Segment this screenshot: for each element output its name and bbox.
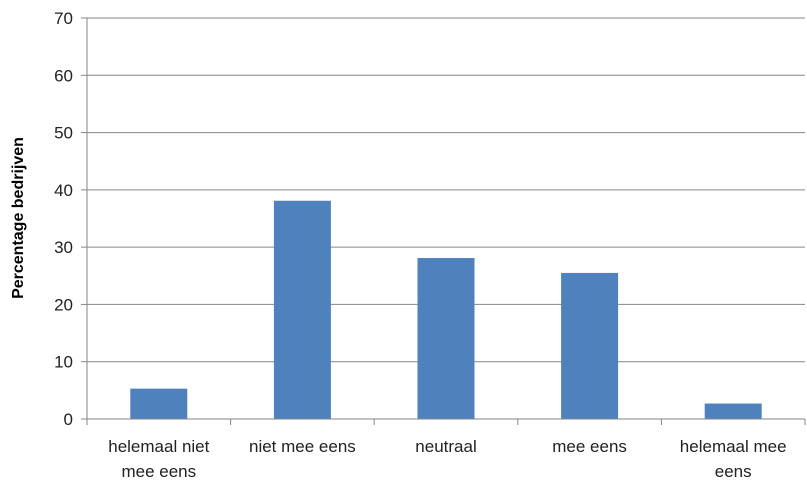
x-tick-label: helemaal niet	[108, 437, 209, 456]
bars	[130, 200, 762, 419]
axes	[81, 17, 806, 425]
x-tick-labels: helemaal niet mee eens niet mee eens neutra…	[108, 437, 786, 481]
x-tick-label: eens	[715, 462, 752, 481]
x-tick-label: mee eens	[121, 462, 196, 481]
bar	[273, 200, 331, 419]
y-tick-label: 30	[54, 238, 73, 257]
bar	[417, 258, 475, 419]
x-tick-label: helemaal mee	[680, 437, 787, 456]
bar	[704, 403, 762, 419]
x-tick-label: mee eens	[552, 437, 627, 456]
bar	[130, 388, 188, 419]
x-tick-label: neutraal	[415, 437, 476, 456]
x-tick-label: niet mee eens	[249, 437, 356, 456]
y-axis-title: Percentage bedrijven	[10, 137, 27, 299]
y-tick-label: 50	[54, 124, 73, 143]
y-tick-label: 60	[54, 66, 73, 85]
y-tick-label: 40	[54, 181, 73, 200]
y-tick-labels: 0 10 20 30 40 50 60 70	[54, 9, 73, 429]
y-tick-label: 20	[54, 295, 73, 314]
y-tick-label: 70	[54, 9, 73, 28]
bar	[561, 272, 619, 419]
y-tick-label: 0	[64, 410, 73, 429]
gridlines	[87, 17, 805, 363]
y-tick-label: 10	[54, 353, 73, 372]
